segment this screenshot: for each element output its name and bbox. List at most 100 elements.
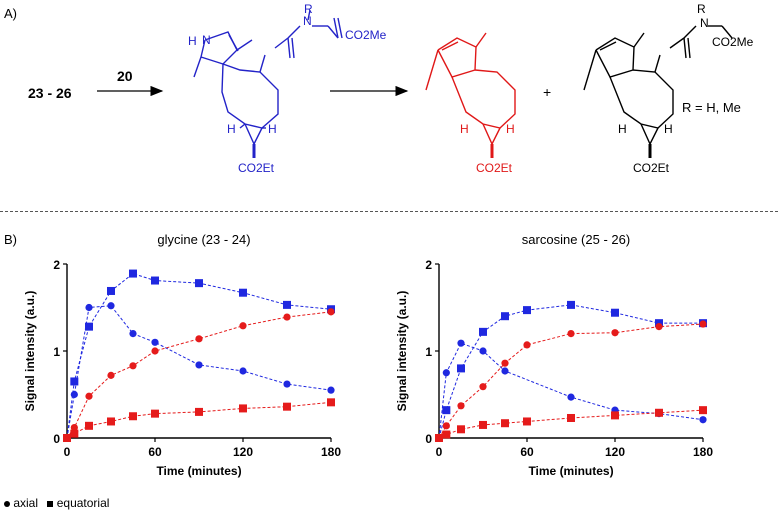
data-point-axial	[129, 330, 137, 338]
legend-equatorial-label: equatorial	[56, 496, 110, 510]
series-line	[438, 323, 704, 439]
data-point-axial	[85, 303, 93, 312]
intermediate-r: R	[304, 2, 313, 16]
data-point-equatorial	[442, 406, 451, 415]
data-point-equatorial	[655, 408, 663, 417]
x-tick-label: 0	[64, 445, 71, 459]
data-point-equatorial	[195, 407, 203, 416]
data-point-axial	[107, 302, 115, 310]
data-point-equatorial	[70, 429, 79, 438]
series-line	[66, 401, 332, 439]
data-point-equatorial	[70, 377, 79, 386]
series-line	[66, 305, 332, 439]
data-point-axial	[501, 359, 509, 367]
data-point-equatorial	[239, 288, 247, 297]
data-point-axial	[195, 361, 203, 369]
y-tick-label: 2	[425, 258, 432, 272]
data-point-equatorial	[151, 409, 159, 418]
data-point-axial	[479, 347, 487, 355]
x-tick-label: 60	[148, 445, 162, 459]
data-point-equatorial	[239, 404, 247, 413]
data-point-axial	[129, 362, 137, 370]
data-point-axial	[151, 347, 159, 355]
data-point-axial	[151, 338, 159, 346]
legend-equatorial-marker	[47, 500, 54, 507]
product2-labels: R N CO2Me CO2Et H H R = H, Me	[618, 2, 754, 175]
product1-h-left: H	[460, 122, 469, 136]
data-point-axial	[567, 330, 575, 338]
data-point-axial	[327, 308, 335, 316]
plus-sign: +	[543, 84, 551, 100]
intermediate-h-right: H	[268, 122, 277, 136]
y-tick-label: 0	[425, 432, 432, 446]
intermediate-n: N	[303, 14, 312, 28]
series-line	[438, 409, 704, 439]
intermediate-co2me: CO2Me	[345, 28, 387, 42]
data-point-equatorial	[85, 421, 93, 430]
x-tick-label: 60	[520, 445, 534, 459]
reagent-label: 20	[117, 68, 133, 84]
data-point-equatorial	[523, 306, 531, 315]
data-point-equatorial	[63, 434, 71, 442]
data-point-axial	[699, 416, 707, 424]
product2-co2me: CO2Me	[712, 35, 754, 49]
data-point-axial	[70, 423, 78, 432]
product1-structure	[425, 32, 516, 158]
x-tick-label: 120	[605, 445, 625, 459]
data-point-equatorial	[567, 413, 575, 422]
legend-axial-marker	[4, 500, 10, 507]
data-point-equatorial	[129, 412, 137, 421]
x-tick-label: 180	[693, 445, 713, 459]
data-point-equatorial	[457, 364, 465, 373]
data-point-equatorial	[523, 417, 531, 426]
r-definition: R = H, Me	[682, 100, 741, 115]
product1-labels: CO2Et H H	[460, 122, 515, 175]
legend-axial-label: axial	[13, 496, 39, 510]
data-point-equatorial	[611, 308, 619, 317]
data-point-axial	[457, 402, 465, 410]
y-tick-label: 1	[53, 345, 60, 359]
data-point-axial	[85, 392, 93, 400]
panel-divider	[0, 211, 778, 212]
data-point-axial	[239, 367, 247, 375]
data-point-axial	[442, 422, 450, 430]
y-tick-label: 0	[53, 432, 60, 446]
data-point-axial	[655, 323, 663, 331]
reaction-scheme: N H N R CO2Me CO2Et H H CO2Et H H +	[97, 2, 754, 175]
data-point-equatorial	[479, 420, 487, 429]
reactant-label: 23 - 26	[28, 85, 72, 101]
series-line	[438, 304, 703, 439]
intermediate-nh-h: H	[188, 34, 197, 48]
data-point-equatorial	[699, 406, 707, 415]
data-point-axial	[283, 380, 291, 388]
data-point-equatorial	[457, 425, 465, 434]
x-axis-label: Time (minutes)	[156, 464, 241, 478]
intermediate-h-left: H	[227, 122, 236, 136]
product2-h-right: H	[664, 122, 673, 136]
product2-n: N	[700, 16, 709, 30]
product2-r: R	[697, 2, 706, 16]
data-point-equatorial	[435, 434, 443, 442]
y-tick-label: 1	[425, 345, 432, 359]
data-point-equatorial	[501, 419, 509, 428]
data-point-equatorial	[283, 402, 291, 411]
data-point-axial	[611, 329, 619, 337]
intermediate-labels: N H N R CO2Me CO2Et H H	[188, 2, 387, 175]
data-point-axial	[567, 393, 575, 401]
data-point-axial	[327, 386, 335, 394]
product2-structure	[583, 25, 733, 158]
data-point-equatorial	[567, 300, 575, 309]
product1-h-right: H	[506, 122, 515, 136]
data-point-equatorial	[85, 322, 93, 331]
x-tick-label: 120	[233, 445, 253, 459]
data-point-equatorial	[107, 417, 115, 426]
panel-a-label: A)	[4, 6, 17, 21]
panel-b-label: B)	[4, 232, 17, 247]
x-tick-label: 180	[321, 445, 341, 459]
data-point-axial	[523, 341, 531, 349]
data-point-equatorial	[195, 279, 203, 288]
data-point-axial	[699, 320, 707, 328]
data-point-equatorial	[151, 276, 159, 285]
